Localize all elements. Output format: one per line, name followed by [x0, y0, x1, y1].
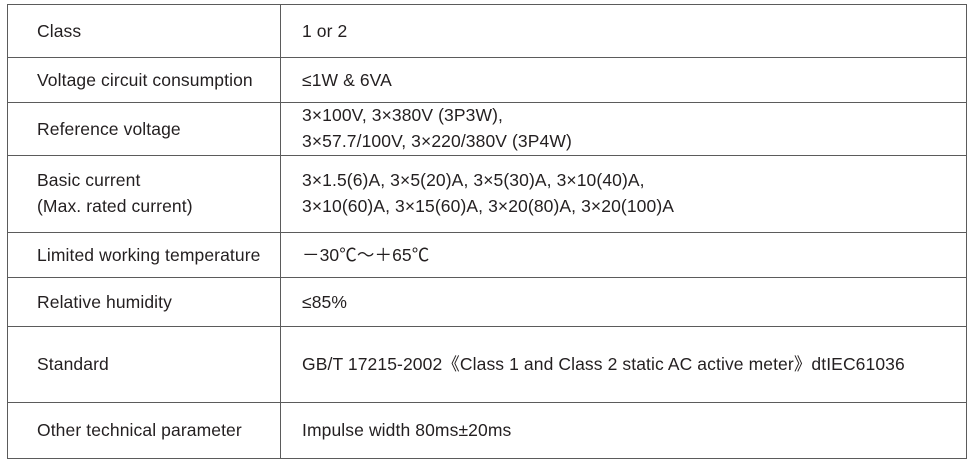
- row-label-basic-current: Basic current (Max. rated current): [37, 170, 193, 216]
- row-label-relative-humidity: Relative humidity: [37, 291, 172, 312]
- row-label-standard: Standard: [37, 354, 109, 375]
- row-value-cell-reference-voltage: 3×100V, 3×380V (3P3W), 3×57.7/100V, 3×22…: [280, 102, 967, 156]
- row-value-standard: GB/T 17215-2002《Class 1 and Class 2 stat…: [302, 354, 905, 375]
- row-value-other-technical-parameter: Impulse width 80ms±20ms: [302, 420, 512, 441]
- row-label-cell-other-technical-parameter: Other technical parameter: [7, 402, 281, 459]
- row-value-relative-humidity: ≤85%: [302, 291, 348, 312]
- specification-table: Class 1 or 2 Voltage circuit consumption…: [7, 4, 967, 459]
- row-label-cell-basic-current: Basic current (Max. rated current): [7, 155, 281, 233]
- row-value-cell-other-technical-parameter: Impulse width 80ms±20ms: [280, 402, 967, 459]
- row-label-voltage-circuit-consumption: Voltage circuit consumption: [37, 69, 253, 90]
- row-value-cell-class: 1 or 2: [280, 4, 967, 58]
- row-value-limited-working-temperature: －30℃～＋65℃: [302, 244, 430, 265]
- row-value-cell-voltage-circuit-consumption: ≤1W & 6VA: [280, 57, 967, 103]
- row-value-voltage-circuit-consumption: ≤1W & 6VA: [302, 69, 392, 90]
- row-label-class: Class: [37, 20, 82, 41]
- table-row: Class 1 or 2: [7, 4, 967, 58]
- row-label-cell-voltage-circuit-consumption: Voltage circuit consumption: [7, 57, 281, 103]
- row-value-class: 1 or 2: [302, 20, 348, 41]
- row-value-reference-voltage: 3×100V, 3×380V (3P3W), 3×57.7/100V, 3×22…: [302, 105, 572, 151]
- table-row: Limited working temperature －30℃～＋65℃: [7, 232, 967, 278]
- row-label-other-technical-parameter: Other technical parameter: [37, 420, 242, 441]
- row-value-cell-relative-humidity: ≤85%: [280, 277, 967, 327]
- row-label-cell-reference-voltage: Reference voltage: [7, 102, 281, 156]
- row-label-cell-standard: Standard: [7, 326, 281, 403]
- table-row: Basic current (Max. rated current) 3×1.5…: [7, 155, 967, 233]
- row-label-limited-working-temperature: Limited working temperature: [37, 244, 261, 265]
- table-row: Relative humidity ≤85%: [7, 277, 967, 327]
- row-label-cell-relative-humidity: Relative humidity: [7, 277, 281, 327]
- row-label-cell-limited-working-temperature: Limited working temperature: [7, 232, 281, 278]
- row-label-reference-voltage: Reference voltage: [37, 118, 181, 139]
- table-row: Other technical parameter Impulse width …: [7, 402, 967, 459]
- table-row: Standard GB/T 17215-2002《Class 1 and Cla…: [7, 326, 967, 403]
- table-body: Class 1 or 2 Voltage circuit consumption…: [7, 4, 967, 459]
- row-label-cell-class: Class: [7, 4, 281, 58]
- row-value-basic-current: 3×1.5(6)A, 3×5(20)A, 3×5(30)A, 3×10(40)A…: [302, 170, 675, 216]
- row-value-cell-basic-current: 3×1.5(6)A, 3×5(20)A, 3×5(30)A, 3×10(40)A…: [280, 155, 967, 233]
- row-value-cell-standard: GB/T 17215-2002《Class 1 and Class 2 stat…: [280, 326, 967, 403]
- table-row: Reference voltage 3×100V, 3×380V (3P3W),…: [7, 102, 967, 156]
- row-value-cell-limited-working-temperature: －30℃～＋65℃: [280, 232, 967, 278]
- table-row: Voltage circuit consumption ≤1W & 6VA: [7, 57, 967, 103]
